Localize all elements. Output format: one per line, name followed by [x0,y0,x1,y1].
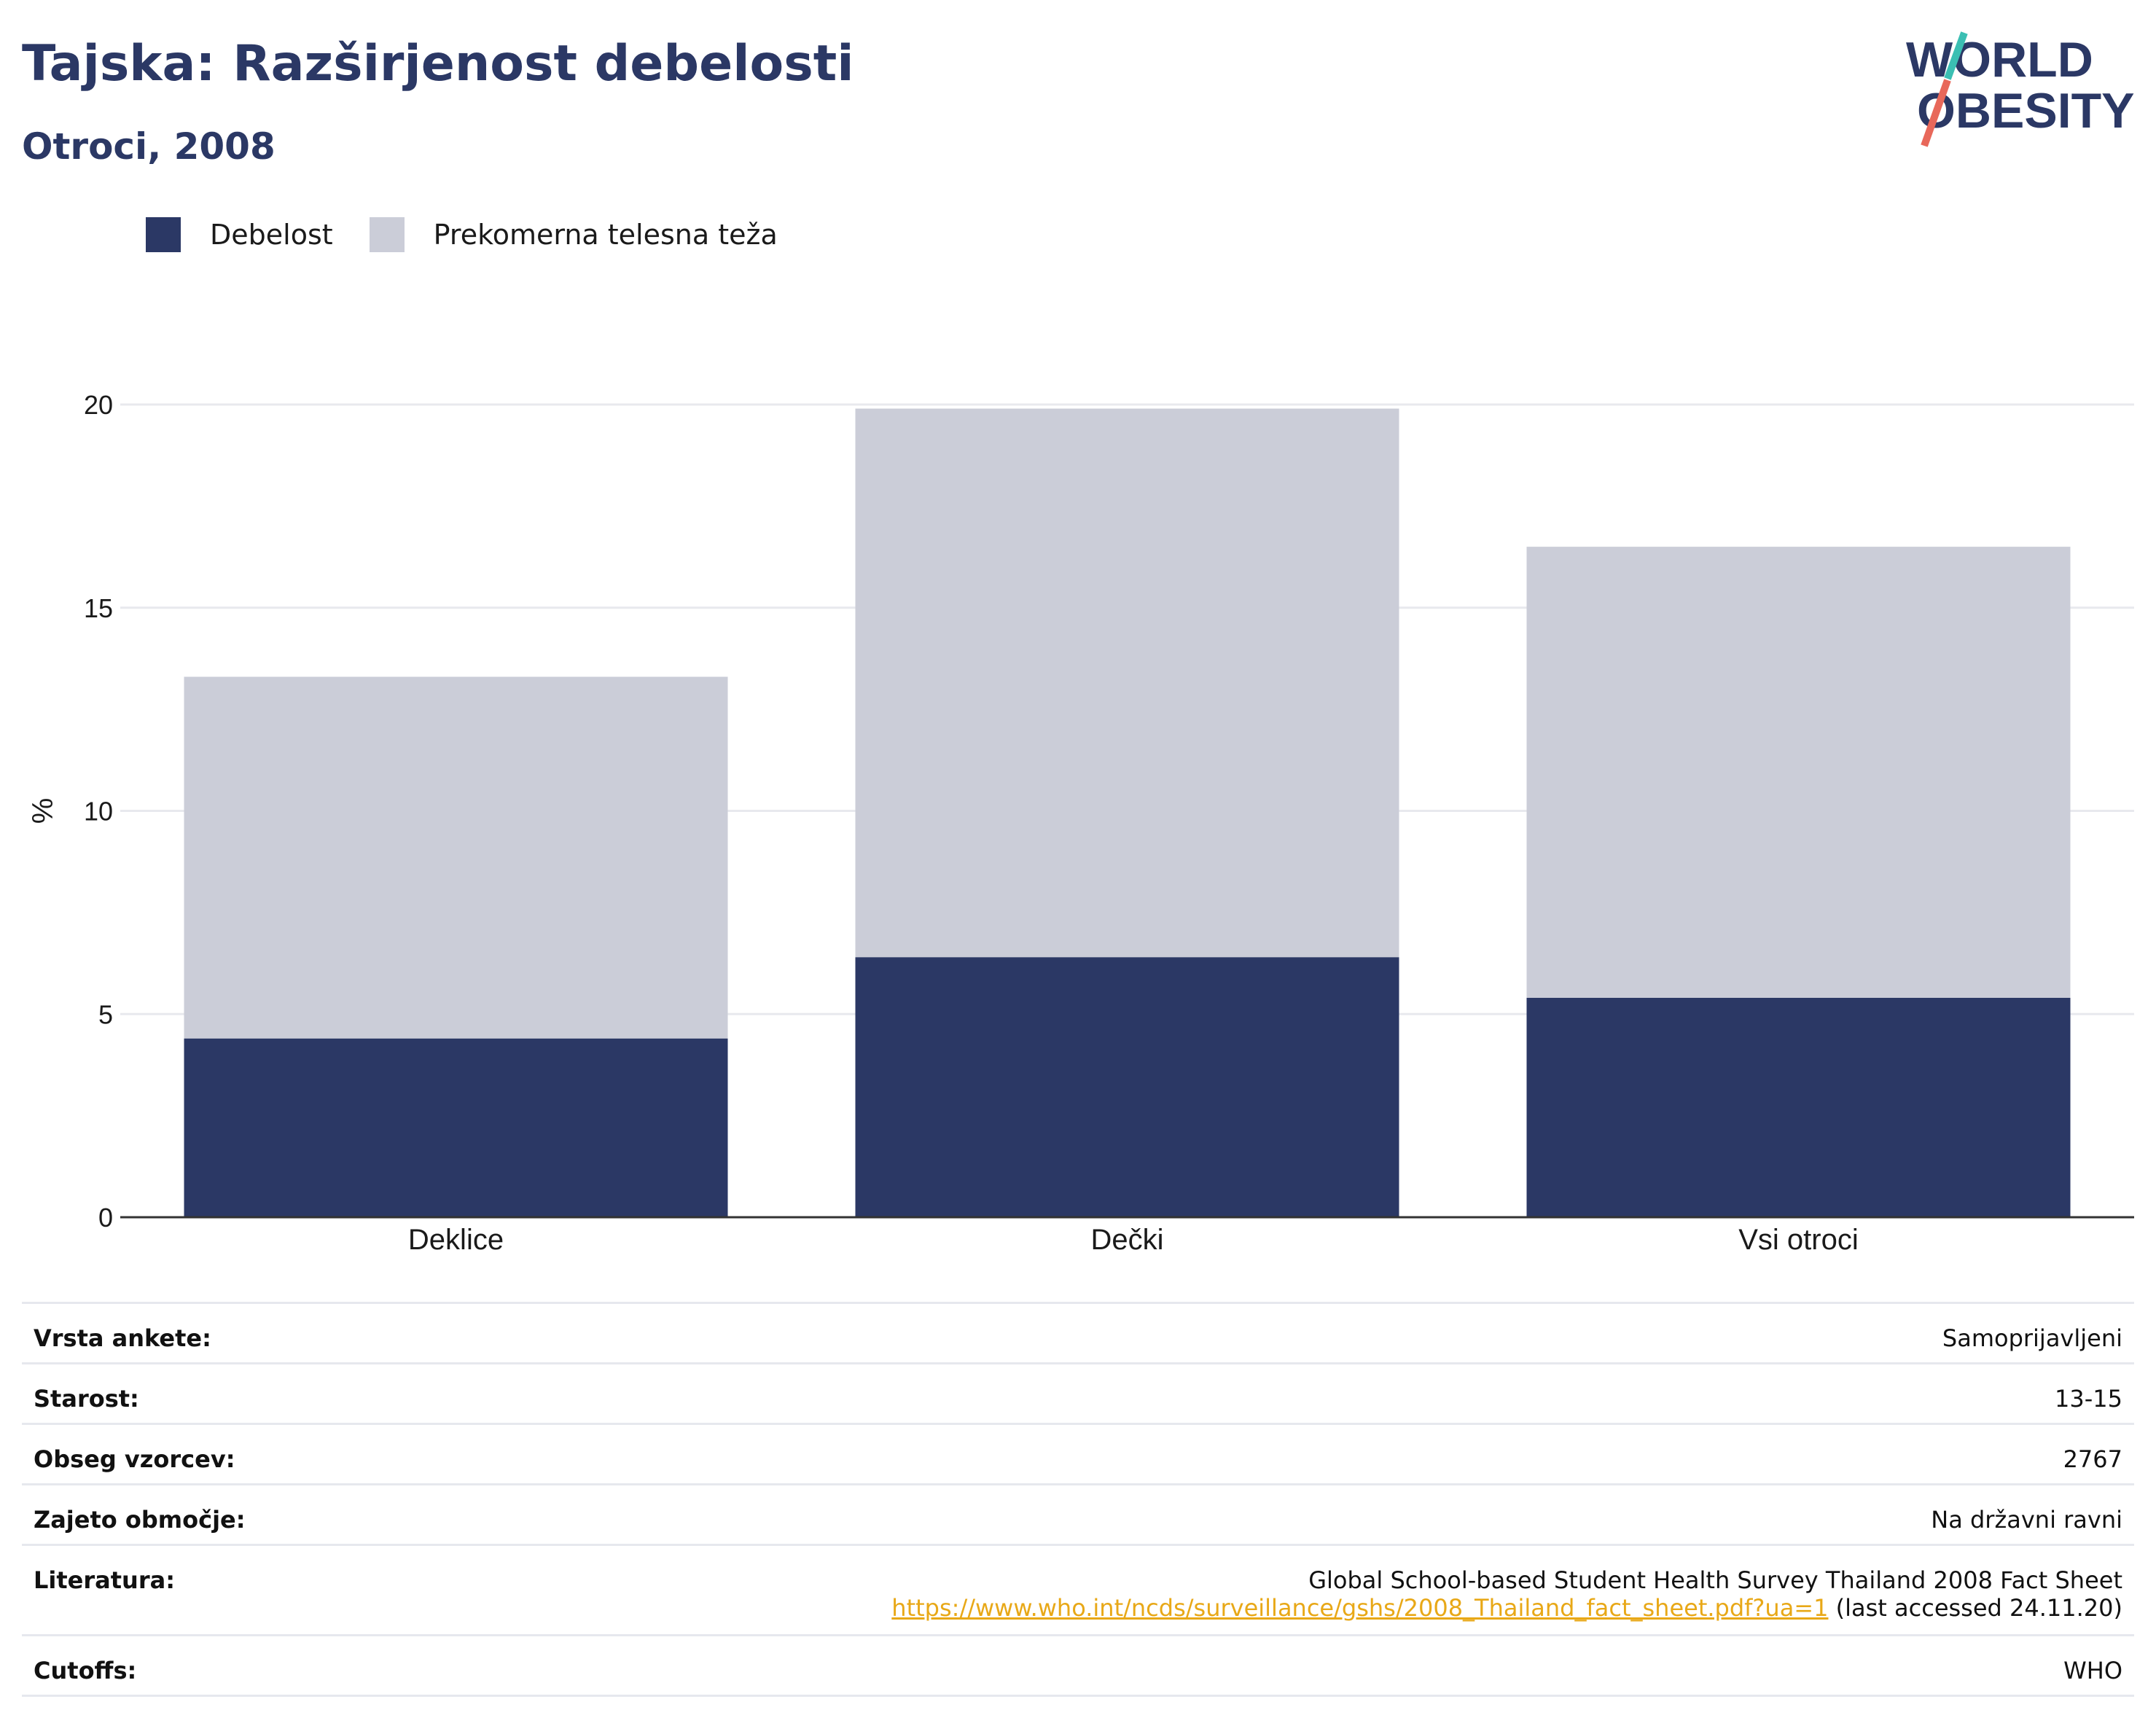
y-tick-label: 0 [98,1203,113,1233]
info-row: Cutoffs: WHO [22,1636,2134,1697]
info-value: WHO [2063,1657,2122,1684]
info-key: Literatura: [34,1566,175,1594]
bar-prekomerna [1526,547,2071,998]
literature-accessed: (last accessed 24.11.20) [1828,1594,2122,1622]
bar-debelost [1526,997,2071,1217]
info-key: Starost: [34,1385,139,1413]
info-value-literature: Global School-based Student Health Surve… [891,1566,2122,1622]
info-row-literature: Literatura: Global School-based Student … [22,1546,2134,1636]
x-tick-label: Vsi otroci [1738,1224,1859,1256]
x-tick-label: Deklice [408,1224,504,1256]
bar-prekomerna [184,676,728,1039]
info-row: Vrsta ankete: Samoprijavljeni [22,1304,2134,1364]
world-obesity-logo: WORLD OBESITY [1906,31,2135,147]
y-tick-label: 15 [84,593,113,623]
y-tick-label: 20 [84,390,113,420]
logo-slash-bottom [1921,79,1951,147]
info-value: Samoprijavljeni [1942,1324,2122,1352]
literature-title: Global School-based Student Health Surve… [1308,1566,2122,1594]
bar-chart: 0 5 10 15 20% Deklice Dečki Vsi otroci [27,390,2134,1256]
bar-debelost [855,957,1399,1217]
logo-line2: OBESITY [1917,83,2135,138]
info-key: Cutoffs: [34,1657,137,1684]
literature-link[interactable]: https://www.who.int/ncds/surveillance/gs… [891,1594,1829,1622]
info-key: Vrsta ankete: [34,1324,211,1352]
logo-slash-top [1944,31,1968,80]
info-value: Na državni ravni [1931,1506,2122,1534]
legend-label-prekomerna: Prekomerna telesna teža [433,219,778,251]
bar-debelost [184,1038,728,1217]
info-row: Zajeto območje: Na državni ravni [22,1485,2134,1546]
logo-line1: WORLD [1906,32,2093,87]
legend-item-debelost[interactable]: Debelost [146,217,333,252]
info-value: 2767 [2063,1445,2122,1473]
legend-swatch-prekomerna [369,217,405,252]
info-key: Zajeto območje: [34,1506,246,1534]
legend-label-debelost: Debelost [210,219,333,251]
y-tick-label: 5 [98,999,113,1029]
chart-legend: Debelost Prekomerna telesna teža [146,217,814,252]
info-row: Obseg vzorcev: 2767 [22,1425,2134,1485]
info-value: 13-15 [2055,1385,2122,1413]
x-tick-label: Dečki [1090,1224,1163,1256]
page-subtitle: Otroci, 2008 [22,125,276,168]
info-key: Obseg vzorcev: [34,1445,235,1473]
bar-prekomerna [855,408,1399,958]
page-title: Tajska: Razširjenost debelosti [22,35,854,93]
legend-swatch-debelost [146,217,181,252]
info-table: Vrsta ankete: Samoprijavljeni Starost: 1… [22,1302,2134,1697]
legend-item-prekomerna[interactable]: Prekomerna telesna teža [369,217,778,252]
info-row: Starost: 13-15 [22,1364,2134,1425]
y-axis-label: % [27,798,59,824]
y-tick-label: 10 [84,797,113,827]
